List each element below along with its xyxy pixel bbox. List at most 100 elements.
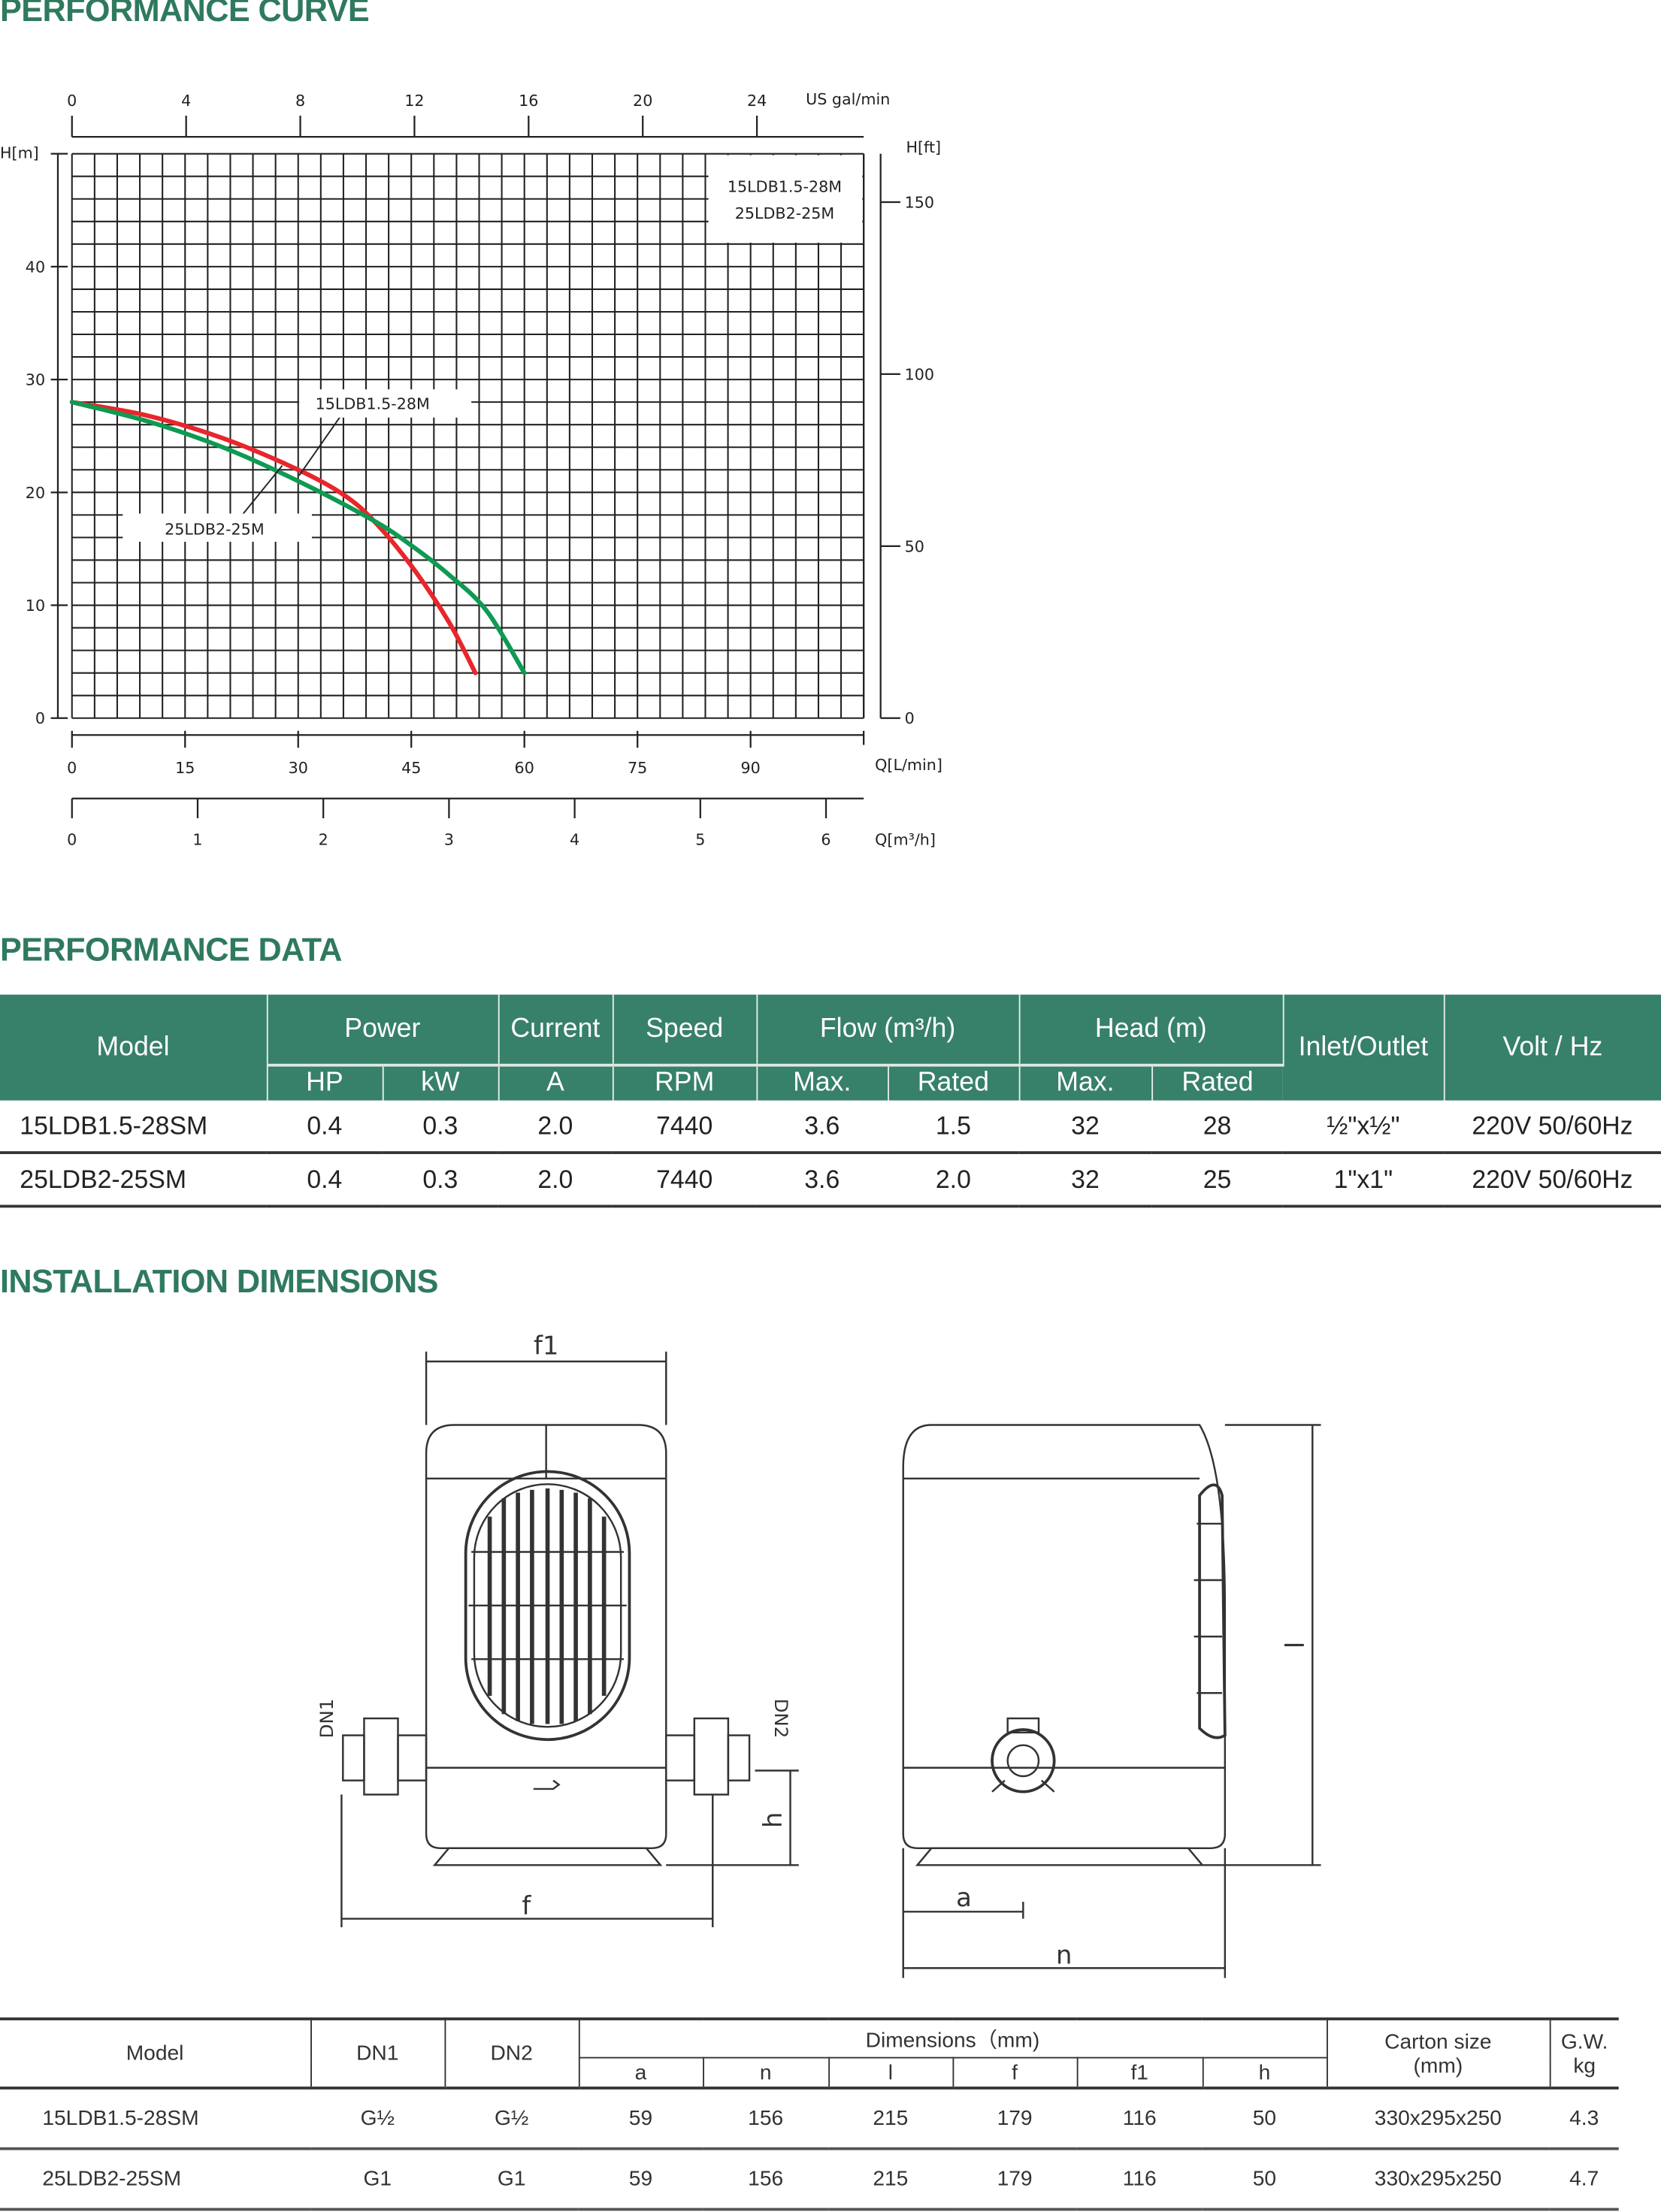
cell-model: 25LDB2-25SM (0, 2148, 311, 2211)
table-cell: 0.3 (382, 1153, 498, 1208)
th-f1: f1 (1076, 2057, 1203, 2090)
x2-tick-label: 4 (181, 92, 191, 110)
th-head-rated: Rated (1151, 1063, 1283, 1101)
x2-tick-label: 8 (295, 92, 305, 110)
legend-entry: 25LDB2-25M (735, 204, 834, 222)
th-n: n (702, 2057, 830, 2090)
table-cell: 32 (1018, 1153, 1152, 1208)
x2-tick-label: 24 (747, 92, 767, 110)
x3-tick-label: 2 (319, 831, 328, 849)
table-cell: ½"x½" (1282, 1100, 1444, 1154)
label-a: a (956, 1883, 972, 1912)
dimension-table: Model DN1 DN2 Dimensions（mm) Carton size… (0, 2017, 1619, 2211)
table-cell: 179 (952, 2148, 1077, 2211)
th-rpm: RPM (612, 1063, 758, 1101)
table-cell: 4.3 (1549, 2087, 1619, 2150)
table-row: 15LDB1.5-28SM 0.4 0.3 2.0 7440 3.6 1.5 32 28 ½"x½… (0, 1100, 1661, 1154)
th-carton: Carton size (mm) (1326, 2018, 1551, 2090)
table-cell: 220V 50/60Hz (1443, 1153, 1661, 1208)
table-cell: 32 (1018, 1100, 1152, 1154)
th-dn2: DN2 (443, 2018, 579, 2090)
th-gw: G.W. kg (1548, 2018, 1619, 2090)
table-cell: 4.7 (1549, 2148, 1619, 2211)
y-tick-label: 30 (26, 371, 45, 389)
callout-box-15ldb (299, 389, 472, 418)
table-cell: 215 (828, 2148, 953, 2211)
x3-tick-label: 5 (695, 831, 705, 849)
table-cell: 28 (1151, 1100, 1283, 1154)
cell-model: 25LDB2-25SM (0, 1153, 267, 1208)
table-cell: 3.6 (756, 1100, 888, 1154)
table-cell: 59 (578, 2087, 703, 2150)
callout-label-25ldb: 25LDB2-25M (165, 521, 264, 539)
table-cell: 0.3 (382, 1100, 498, 1154)
table-row: 25LDB2-25SM G1 G1 59 156 215 179 116 50 330x295x2… (0, 2148, 1619, 2211)
front-view-drawing (340, 1351, 799, 1927)
installation-dimensions-title: INSTALLATION DIMENSIONS (0, 1262, 438, 1300)
th-hp: HP (266, 1063, 383, 1101)
table-cell: 330x295x250 (1327, 2148, 1550, 2211)
table-row: 15LDB1.5-28SM G½ G½ 59 156 215 179 116 50 330x295… (0, 2087, 1619, 2150)
label-f: f (522, 1891, 531, 1920)
th-head-max: Max. (1018, 1063, 1153, 1101)
x-tick-label: 30 (289, 759, 308, 777)
table-cell: G½ (310, 2087, 445, 2150)
x-tick-label: 45 (401, 759, 421, 777)
th-current: Current (498, 994, 613, 1065)
th-flow-max: Max. (756, 1063, 889, 1101)
table-row: 25LDB2-25SM 0.4 0.3 2.0 7440 3.6 2.0 32 25 1"x1" 2… (0, 1153, 1661, 1208)
x3-tick-label: 4 (570, 831, 579, 849)
callout-label-15ldb: 15LDB1.5-28M (316, 395, 430, 413)
y-tick-label: 40 (26, 258, 45, 276)
performance-data-title: PERFORMANCE DATA (0, 931, 342, 969)
table-cell: 50 (1202, 2148, 1327, 2211)
x-tick-label: 15 (175, 759, 195, 777)
table-cell: G½ (444, 2087, 579, 2150)
cell-model: 15LDB1.5-28SM (0, 1100, 267, 1154)
table-cell: 0.4 (266, 1100, 383, 1154)
cell-model: 15LDB1.5-28SM (0, 2087, 311, 2150)
th-inlet: Inlet/Outlet (1282, 994, 1445, 1101)
callout-box-25ldb (123, 513, 312, 542)
table-cell: 59 (578, 2148, 703, 2211)
label-f1: f1 (534, 1331, 558, 1361)
x2-tick-label: 16 (519, 92, 538, 110)
x2-axis-label: US gal/min (806, 90, 890, 108)
x-tick-label: 75 (628, 759, 647, 777)
table-cell: 156 (703, 2148, 829, 2211)
table-cell: 156 (703, 2087, 829, 2150)
x-tick-label: 0 (67, 759, 77, 777)
x3-axis-label: Q[m³/h] (875, 831, 936, 849)
table-cell: 179 (952, 2087, 1077, 2150)
x2-tick-label: 20 (633, 92, 652, 110)
table-cell: 220V 50/60Hz (1443, 1100, 1661, 1154)
y-axis-label: H[m] (0, 144, 39, 162)
y-tick-label: 10 (26, 597, 45, 615)
th-model: Model (0, 994, 268, 1101)
x2-tick-label: 0 (67, 92, 77, 110)
table-cell: 2.0 (498, 1100, 613, 1154)
th-l: l (827, 2057, 954, 2090)
label-n: n (1056, 1941, 1072, 1970)
th-h: h (1201, 2057, 1327, 2090)
th-model: Model (0, 2018, 312, 2090)
th-kw: kW (382, 1063, 499, 1101)
table-cell: 7440 (612, 1153, 757, 1208)
table-cell: 116 (1076, 2148, 1203, 2211)
legend-entry: 15LDB1.5-28M (728, 177, 842, 195)
table-cell: 330x295x250 (1327, 2087, 1550, 2150)
legend-box (708, 155, 863, 243)
th-power: Power (266, 994, 499, 1065)
table-cell: 116 (1076, 2087, 1203, 2150)
th-flow: Flow (m³/h) (756, 994, 1020, 1065)
th-f: f (952, 2057, 1078, 2090)
series-line-25ldb2-25m (69, 400, 527, 675)
table-cell: 1"x1" (1282, 1153, 1444, 1208)
table-cell: 1.5 (888, 1100, 1019, 1154)
table-cell: 2.0 (888, 1153, 1019, 1208)
side-view-drawing (902, 1424, 1321, 1978)
x-tick-label: 60 (515, 759, 534, 777)
x-axis-label: Q[L/min] (875, 756, 942, 774)
th-speed: Speed (612, 994, 758, 1065)
